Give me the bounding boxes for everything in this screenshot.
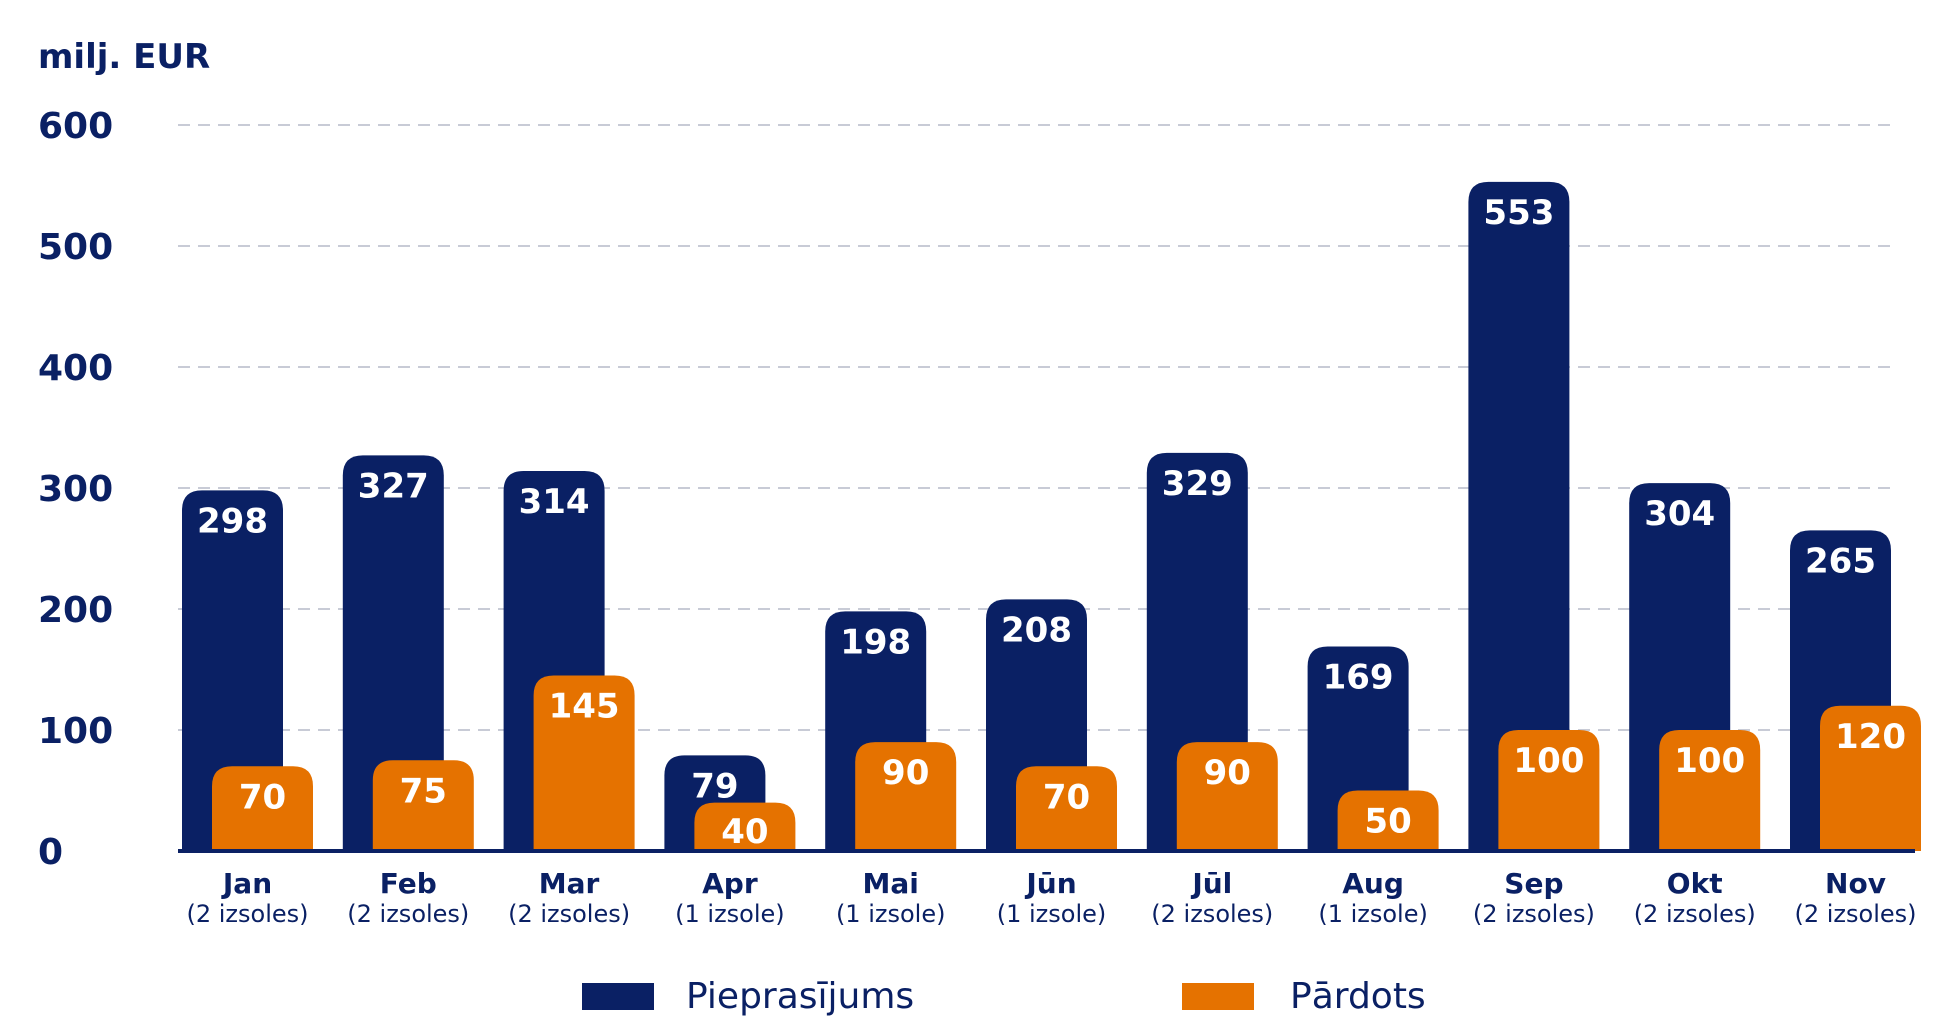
y-tick-label-0: 0 — [38, 832, 63, 873]
value-label-sold-Nov: 120 — [1835, 717, 1906, 757]
x-tick-sublabel-Apr: (1 izsole) — [675, 900, 785, 928]
value-label-demand-Sep: 553 — [1483, 193, 1554, 233]
legend-label-demand: Pieprasījums — [686, 976, 914, 1017]
legend-label-sold: Pārdots — [1290, 976, 1426, 1017]
x-tick-sublabel-Nov: (2 izsoles) — [1794, 900, 1916, 928]
value-label-demand-Jan: 298 — [197, 501, 268, 541]
value-label-sold-Okt: 100 — [1674, 741, 1745, 781]
value-label-sold-Jūn: 70 — [1043, 777, 1090, 817]
x-tick-sublabel-Okt: (2 izsoles) — [1634, 900, 1756, 928]
legend-swatch-demand — [582, 983, 654, 1010]
y-axis-unit-label: milj. EUR — [38, 37, 210, 77]
value-label-demand-Mar: 314 — [519, 482, 590, 522]
x-tick-label-Nov: Nov — [1825, 867, 1886, 900]
value-label-sold-Mai: 90 — [882, 753, 929, 793]
value-label-sold-Jan: 70 — [239, 777, 286, 817]
x-tick-label-Apr: Apr — [702, 867, 758, 900]
x-tick-sublabel-Feb: (2 izsoles) — [347, 900, 469, 928]
value-label-demand-Aug: 169 — [1323, 658, 1394, 698]
bar-sold-Apr — [694, 802, 796, 851]
value-label-sold-Sep: 100 — [1513, 741, 1584, 781]
x-tick-sublabel-Mar: (2 izsoles) — [508, 900, 630, 928]
legend: Pieprasījums Pārdots — [582, 976, 1426, 1017]
x-axis-labels: Jan(2 izsoles)Feb(2 izsoles)Mar(2 izsole… — [186, 867, 1916, 928]
x-tick-label-Mar: Mar — [539, 867, 600, 900]
bar-demand-Sep — [1468, 181, 1570, 851]
bar-demand-Jan — [182, 490, 283, 851]
value-label-demand-Okt: 304 — [1644, 494, 1715, 534]
value-label-sold-Mar: 145 — [549, 687, 620, 727]
x-tick-sublabel-Jan: (2 izsoles) — [186, 900, 308, 928]
y-tick-label-200: 200 — [38, 590, 113, 631]
value-label-demand-Nov: 265 — [1805, 541, 1876, 581]
x-tick-sublabel-Mai: (1 izsole) — [836, 900, 946, 928]
value-label-demand-Jūl: 329 — [1162, 464, 1233, 504]
value-label-demand-Mai: 198 — [840, 622, 911, 662]
x-tick-label-Jan: Jan — [221, 867, 272, 900]
y-tick-label-300: 300 — [38, 469, 113, 510]
value-label-demand-Apr: 79 — [691, 766, 738, 806]
value-label-sold-Feb: 75 — [400, 771, 447, 811]
bar-sold-Sep — [1498, 730, 1600, 851]
gridlines — [178, 124, 1895, 731]
x-tick-label-Aug: Aug — [1342, 867, 1404, 900]
bar-sold-Jūl — [1176, 742, 1278, 851]
value-label-sold-Aug: 50 — [1364, 802, 1411, 842]
x-tick-sublabel-Jūl: (2 izsoles) — [1151, 900, 1273, 928]
x-tick-label-Jūl: Jūl — [1190, 867, 1232, 900]
y-tick-label-500: 500 — [38, 227, 113, 268]
x-tick-sublabel-Aug: (1 izsole) — [1318, 900, 1428, 928]
bar-demand-Feb — [342, 455, 444, 851]
y-tick-label-600: 600 — [38, 106, 113, 147]
bar-sold-Mar — [533, 675, 635, 851]
bar-sold-Aug — [1337, 790, 1439, 851]
y-tick-label-100: 100 — [38, 711, 113, 752]
x-tick-label-Okt: Okt — [1667, 867, 1723, 900]
value-label-sold-Jūl: 90 — [1204, 753, 1251, 793]
x-tick-label-Mai: Mai — [863, 867, 919, 900]
x-tick-label-Jūn: Jūn — [1024, 867, 1076, 900]
value-label-demand-Feb: 327 — [358, 466, 429, 506]
legend-swatch-sold — [1182, 983, 1254, 1010]
x-tick-label-Feb: Feb — [380, 867, 437, 900]
bar-sold-Nov — [1820, 705, 1921, 851]
value-label-sold-Apr: 40 — [721, 812, 768, 852]
y-tick-label-400: 400 — [38, 348, 113, 389]
y-axis-ticks: 0 100 200 300 400 500 600 — [38, 106, 113, 873]
bar-sold-Okt — [1659, 730, 1761, 851]
x-tick-sublabel-Sep: (2 izsoles) — [1473, 900, 1595, 928]
bar-sold-Jan — [212, 766, 313, 851]
bars: 298 70 327 75 314 145 79 40 198 90 208 70 329 90 169 50… — [182, 181, 1921, 852]
bar-sold-Feb — [372, 760, 474, 851]
bar-sold-Jūn — [1016, 766, 1117, 851]
value-label-demand-Jūn: 208 — [1001, 610, 1072, 650]
bar-sold-Mai — [855, 742, 957, 851]
x-tick-label-Sep: Sep — [1504, 867, 1563, 900]
x-tick-sublabel-Jūn: (1 izsole) — [997, 900, 1107, 928]
